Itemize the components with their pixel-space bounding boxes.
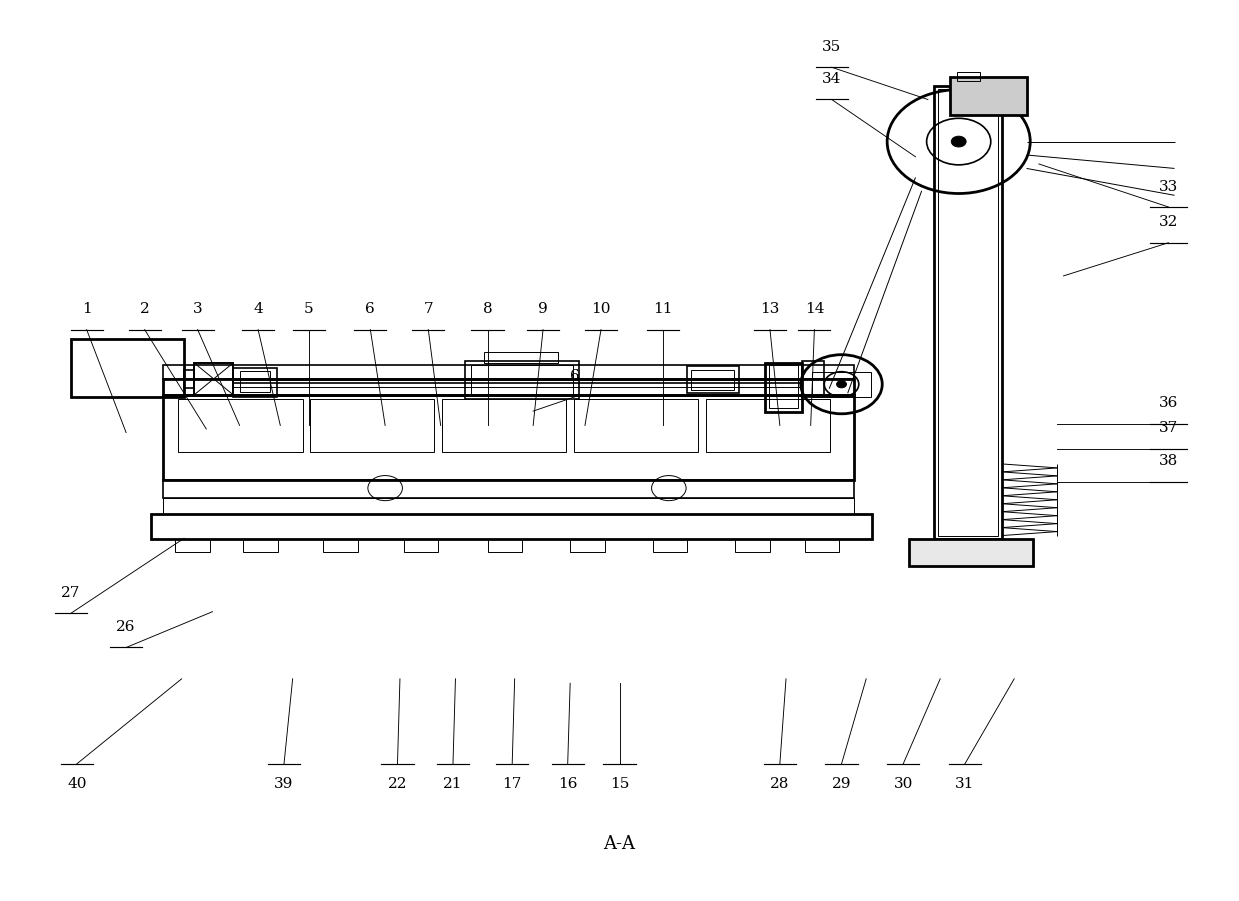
Bar	[323, 539, 358, 551]
Text: 15: 15	[610, 778, 629, 791]
Text: 1: 1	[82, 302, 92, 316]
Text: 31: 31	[955, 778, 975, 791]
Text: 2: 2	[140, 302, 150, 316]
Bar	[950, 77, 1027, 114]
Bar	[310, 398, 435, 452]
Bar	[483, 352, 558, 363]
Bar	[691, 370, 735, 389]
Text: 14: 14	[804, 302, 824, 316]
Text: 4: 4	[253, 302, 263, 316]
Bar	[442, 398, 566, 452]
Text: 40: 40	[67, 778, 87, 791]
Text: 5: 5	[304, 302, 313, 316]
Bar	[804, 539, 839, 551]
Bar	[164, 378, 854, 395]
Bar	[472, 366, 572, 395]
Text: 30: 30	[893, 778, 913, 791]
Bar	[938, 88, 999, 536]
Text: 10: 10	[591, 302, 611, 316]
Text: 8: 8	[483, 302, 492, 316]
Bar	[178, 398, 302, 452]
Bar	[812, 372, 871, 396]
Bar	[764, 363, 802, 412]
Circle shape	[836, 380, 846, 387]
Bar	[195, 363, 233, 395]
Bar	[934, 86, 1002, 539]
Bar	[768, 366, 798, 408]
Text: 33: 33	[1158, 179, 1178, 194]
Bar	[239, 371, 270, 392]
Bar	[164, 395, 854, 480]
Bar	[958, 72, 980, 81]
Bar	[466, 361, 579, 398]
Bar	[653, 539, 688, 551]
Text: 38: 38	[1158, 454, 1178, 469]
Text: 37: 37	[1158, 422, 1178, 435]
Text: 13: 13	[761, 302, 779, 316]
Bar	[233, 369, 276, 396]
Text: 17: 17	[503, 778, 522, 791]
Text: 35: 35	[821, 40, 841, 54]
Bar	[706, 398, 830, 452]
Bar	[185, 370, 195, 387]
Bar	[164, 366, 854, 378]
Text: 29: 29	[831, 778, 851, 791]
Bar	[195, 363, 233, 395]
Text: 11: 11	[653, 302, 673, 316]
Text: 32: 32	[1158, 215, 1178, 230]
Bar	[151, 514, 872, 539]
Text: 27: 27	[61, 586, 81, 600]
Bar	[736, 539, 769, 551]
Text: A-A: A-A	[603, 835, 636, 853]
Text: 28: 28	[771, 778, 789, 791]
Bar	[802, 361, 824, 396]
Text: 6: 6	[366, 302, 375, 316]
Text: 3: 3	[193, 302, 202, 316]
Bar	[243, 539, 278, 551]
Bar	[404, 539, 439, 551]
Text: 7: 7	[424, 302, 434, 316]
Text: 34: 34	[821, 72, 841, 86]
Bar	[71, 339, 185, 396]
Text: 9: 9	[538, 302, 548, 316]
Text: 16: 16	[558, 778, 577, 791]
Text: 22: 22	[388, 778, 408, 791]
Bar	[487, 539, 522, 551]
Circle shape	[952, 136, 966, 147]
Text: 21: 21	[444, 778, 462, 791]
Text: 6: 6	[570, 369, 580, 383]
Bar	[570, 539, 605, 551]
Text: 39: 39	[274, 778, 294, 791]
Bar	[176, 539, 209, 551]
Bar	[909, 539, 1032, 566]
Text: 26: 26	[116, 620, 136, 634]
Bar	[574, 398, 699, 452]
Bar	[164, 498, 854, 514]
Text: 36: 36	[1158, 396, 1178, 410]
Bar	[688, 367, 740, 393]
Bar	[164, 480, 854, 498]
